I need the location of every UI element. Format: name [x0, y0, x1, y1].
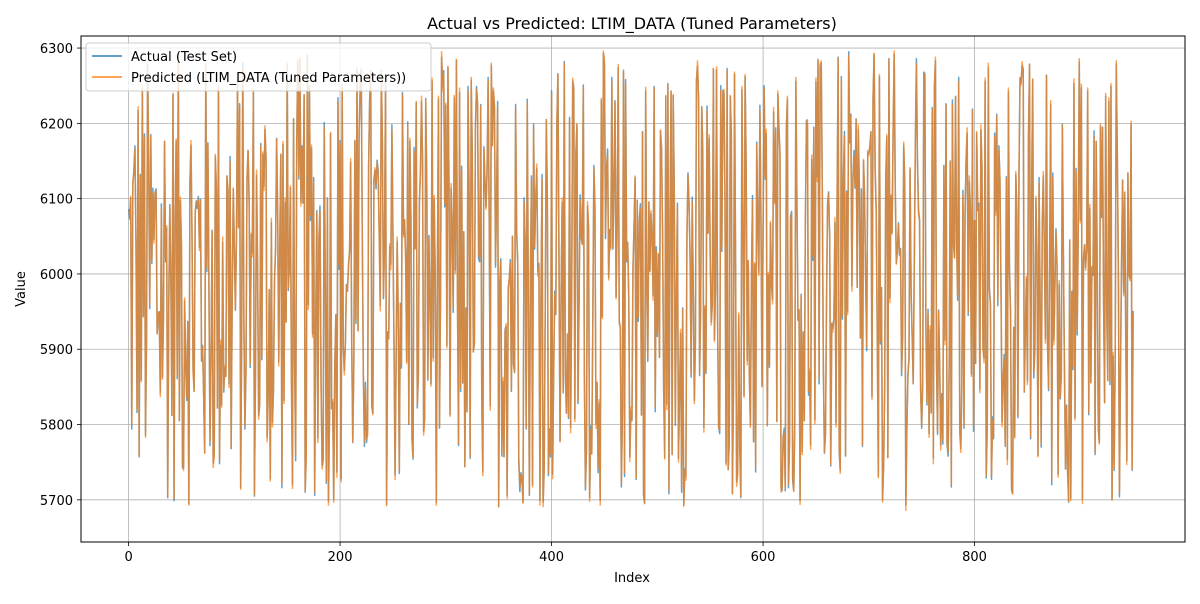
y-tick-label: 6000 [40, 268, 73, 283]
y-axis-ticks: 5700 5800 5900 6000 6100 6200 6300 [40, 42, 81, 509]
x-tick-label: 200 [328, 550, 353, 565]
x-axis-label: Index [614, 571, 650, 586]
y-tick-label: 6300 [40, 42, 73, 57]
plot-area [127, 50, 1134, 512]
x-tick-label: 600 [751, 550, 776, 565]
y-tick-label: 6200 [40, 117, 73, 132]
legend-label-actual: Actual (Test Set) [131, 50, 237, 65]
plot-frame [80, 35, 1186, 543]
series-lines [127, 50, 1134, 512]
y-tick-label: 5800 [40, 419, 73, 434]
legend: Actual (Test Set) Predicted (LTIM_DATA (… [85, 42, 432, 92]
y-axis-label: Value [14, 271, 29, 307]
x-tick-label: 400 [539, 550, 564, 565]
x-axis-ticks: 0 200 400 600 800 [124, 542, 987, 565]
legend-label-predicted: Predicted (LTIM_DATA (Tuned Parameters)) [131, 71, 406, 86]
y-tick-label: 5900 [40, 343, 73, 358]
chart-title: Actual vs Predicted: LTIM_DATA (Tuned Pa… [427, 14, 837, 34]
x-tick-label: 0 [124, 550, 132, 565]
y-tick-label: 6100 [40, 193, 73, 208]
y-tick-label: 5700 [40, 494, 73, 509]
series-line-predicted [127, 50, 1134, 512]
legend-box [85, 42, 432, 92]
x-tick-label: 800 [962, 550, 987, 565]
